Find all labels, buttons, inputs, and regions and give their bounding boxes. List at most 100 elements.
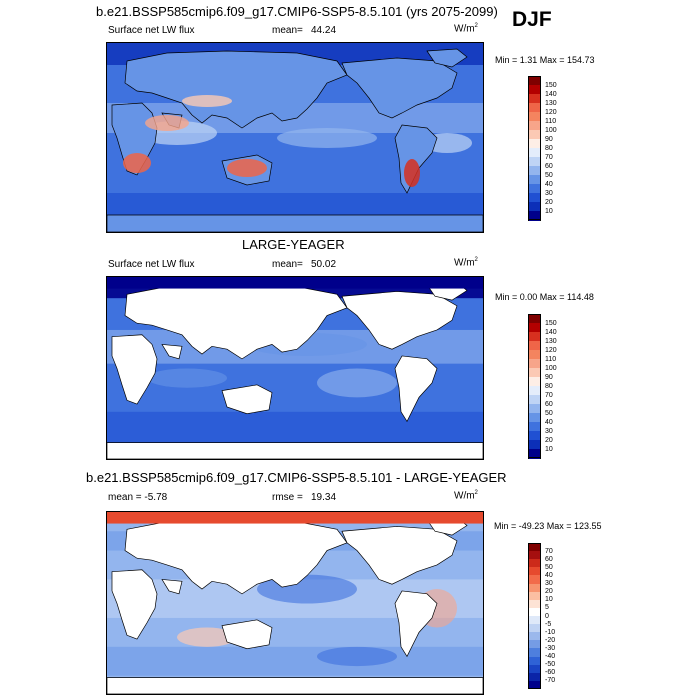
colorbar-tick-label: 150 bbox=[545, 319, 557, 327]
continent-outline bbox=[394, 590, 438, 658]
colorbar-tick-label: 80 bbox=[545, 144, 553, 152]
panel2-variable: Surface net LW flux bbox=[108, 259, 195, 270]
colorbar-tick-label: 10 bbox=[545, 596, 553, 604]
field-anomaly bbox=[317, 646, 397, 667]
land-anomaly bbox=[145, 115, 189, 131]
field-anomaly bbox=[277, 128, 377, 148]
colorbar-tick-label: 10 bbox=[545, 207, 553, 215]
colorbar-tick-label: 70 bbox=[545, 547, 553, 555]
continent-outline bbox=[161, 579, 183, 595]
panel3-minmax: Min = -49.23 Max = 123.55 bbox=[494, 521, 602, 531]
colorbar-tick-label: 40 bbox=[545, 418, 553, 426]
polar-band bbox=[107, 277, 483, 289]
colorbar-tick-label: 50 bbox=[545, 409, 553, 417]
continent-outline bbox=[124, 519, 348, 595]
continent-outline bbox=[107, 214, 483, 232]
continent-outline bbox=[426, 48, 468, 68]
continent-outline bbox=[394, 355, 438, 423]
panel1-map bbox=[106, 42, 484, 233]
colorbar-tick-label: 130 bbox=[545, 99, 557, 107]
colorbar-tick-label: -5 bbox=[545, 620, 552, 628]
colorbar-tick-label: 70 bbox=[545, 153, 553, 161]
colorbar-tick-label: 100 bbox=[545, 364, 557, 372]
continent-outline bbox=[221, 384, 273, 415]
colorbar-tick-label: -70 bbox=[545, 677, 556, 685]
continent-outline bbox=[111, 334, 158, 405]
colorbar-tick-label: -30 bbox=[545, 644, 556, 652]
panel3-rmse-label: rmse = bbox=[272, 492, 303, 503]
polar-band bbox=[107, 512, 483, 524]
panel3-map bbox=[106, 511, 484, 695]
colorbar-tick-label: -20 bbox=[545, 636, 556, 644]
panel1-variable: Surface net LW flux bbox=[108, 25, 195, 36]
colorbar-frame bbox=[528, 314, 541, 458]
colorbar-tick-label: 40 bbox=[545, 571, 553, 579]
colorbar-tick-label: 90 bbox=[545, 373, 553, 381]
colorbar-tick-label: 80 bbox=[545, 382, 553, 390]
land-anomaly bbox=[404, 159, 420, 187]
colorbar-tick-label: 10 bbox=[545, 445, 553, 453]
colorbar-tick-label: 60 bbox=[545, 162, 553, 170]
colorbar-tick-label: 30 bbox=[545, 580, 553, 588]
colorbar-tick-label: -10 bbox=[545, 628, 556, 636]
panel2-minmax: Min = 0.00 Max = 114.48 bbox=[495, 292, 594, 302]
colorbar-tick-label: 20 bbox=[545, 198, 553, 206]
zonal-band bbox=[107, 411, 483, 446]
panel2-map bbox=[106, 276, 484, 460]
colorbar-tick-label: 150 bbox=[545, 81, 557, 89]
panel1-units: W/m2 bbox=[454, 23, 478, 35]
land-anomaly bbox=[182, 95, 232, 107]
panel2-units: W/m2 bbox=[454, 257, 478, 269]
colorbar-tick-label: 110 bbox=[545, 117, 557, 125]
colorbar-tick-label: 40 bbox=[545, 180, 553, 188]
colorbar-tick-label: 90 bbox=[545, 135, 553, 143]
colorbar-tick-label: 5 bbox=[545, 604, 549, 612]
continent-outline bbox=[161, 344, 183, 360]
panel1-title: b.e21.BSSP585cmip6.f09_g17.CMIP6-SSP5-8.… bbox=[96, 4, 498, 19]
land-anomaly bbox=[227, 159, 267, 177]
colorbar-tick-label: 60 bbox=[545, 555, 553, 563]
colorbar-tick-label: 20 bbox=[545, 588, 553, 596]
panel2-mean-value: 50.02 bbox=[311, 259, 337, 270]
colorbar-tick-label: 20 bbox=[545, 436, 553, 444]
panel3-title: b.e21.BSSP585cmip6.f09_g17.CMIP6-SSP5-8.… bbox=[86, 470, 507, 485]
panel3-colorbar: 70 60 50 40 30 20 10 5 0 -5 -10 -20 -30 -40 -50 -60 -70 bbox=[528, 543, 555, 690]
zonal-band bbox=[107, 193, 483, 218]
field-anomaly bbox=[177, 627, 237, 647]
colorbar-tick-label: 120 bbox=[545, 108, 557, 116]
panel2-title: LARGE-YEAGER bbox=[242, 237, 345, 252]
colorbar-tick-label: -40 bbox=[545, 653, 556, 661]
panel1-minmax: Min = 1.31 Max = 154.73 bbox=[495, 55, 595, 65]
panel1-mean-label: mean= bbox=[272, 25, 303, 36]
field-anomaly bbox=[317, 368, 397, 398]
continent-outline bbox=[221, 619, 273, 650]
colorbar-tick-label: -50 bbox=[545, 661, 556, 669]
panel2-mean-label: mean= bbox=[272, 259, 303, 270]
colorbar-tick-label: 50 bbox=[545, 171, 553, 179]
panel3-units: W/m2 bbox=[454, 490, 478, 502]
land-anomaly bbox=[123, 153, 151, 173]
panel1-mean-value: 44.24 bbox=[311, 25, 337, 36]
colorbar-tick-label: 50 bbox=[545, 563, 553, 571]
panel3-mean: mean = -5.78 bbox=[108, 492, 168, 503]
continent-outline bbox=[107, 677, 483, 694]
colorbar-tick-label: 0 bbox=[545, 612, 549, 620]
continent-outline bbox=[111, 569, 158, 640]
colorbar-tick-label: 130 bbox=[545, 337, 557, 345]
colorbar-tick-label: 100 bbox=[545, 126, 557, 134]
colorbar-tick-label: 60 bbox=[545, 400, 553, 408]
colorbar-tick-label: 70 bbox=[545, 391, 553, 399]
zonal-band bbox=[107, 646, 483, 676]
field-anomaly bbox=[147, 368, 227, 388]
colorbar-tick-label: 140 bbox=[545, 328, 557, 336]
colorbar-tick-label: 140 bbox=[545, 90, 557, 98]
colorbar-tick-label: 120 bbox=[545, 346, 557, 354]
panel3-rmse-value: 19.34 bbox=[311, 492, 337, 503]
continent-outline bbox=[124, 284, 348, 360]
colorbar-frame bbox=[528, 543, 541, 689]
panel1-colorbar: 150 140 130 120 110 100 90 80 70 60 50 40 30 20 10 bbox=[528, 76, 557, 221]
panel2-colorbar: 150 140 130 120 110 100 90 80 70 60 50 40 30 20 10 bbox=[528, 314, 557, 459]
colorbar-tick-label: 110 bbox=[545, 355, 557, 363]
colorbar-tick-label: -60 bbox=[545, 669, 556, 677]
colorbar-tick-label: 30 bbox=[545, 189, 553, 197]
